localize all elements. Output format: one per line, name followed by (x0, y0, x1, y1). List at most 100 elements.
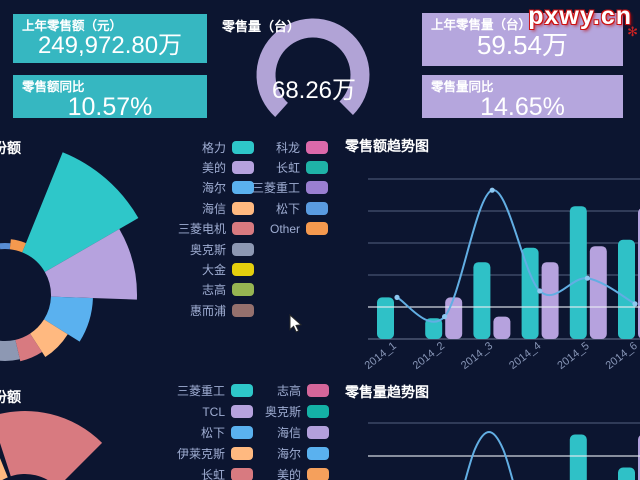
legend-item[interactable]: 大金 (150, 259, 254, 279)
legend-item[interactable]: 美的 (150, 157, 254, 177)
legend-item[interactable]: 格力 (150, 137, 254, 157)
legend-item[interactable]: 长虹 (149, 464, 253, 480)
legend-item[interactable]: 奥克斯 (150, 239, 254, 259)
share-top-title: 份额 (0, 140, 21, 156)
legend-item-label: 海尔 (276, 447, 301, 461)
kpi-label: 零售额同比 (22, 80, 85, 94)
rose-segment-长虹[interactable] (0, 410, 103, 480)
legend-item-label: 惠而浦 (189, 303, 226, 318)
legend-item-label: 海信 (276, 426, 301, 440)
legend-item[interactable]: 美的 (225, 464, 329, 480)
legend-item[interactable]: 科龙 (224, 137, 328, 157)
legend-item-label: 美的 (201, 161, 226, 176)
legend-item[interactable]: 松下 (149, 422, 253, 443)
legend-item[interactable]: 奥克斯 (225, 401, 329, 422)
bar-teal_bars-2014_5[interactable] (569, 434, 587, 480)
legend-item-label: 松下 (275, 201, 300, 216)
kpi-card-retail-amount-last-year: 上年零售额（元） 249,972.80万 (13, 14, 207, 63)
rose-segment-海信[interactable] (30, 319, 68, 358)
bar-teal_bars-2014_6[interactable] (618, 467, 635, 480)
x-axis-label: 2014_1 (363, 340, 399, 372)
legend-item-label: Other (269, 221, 300, 236)
bar-teal_bars-2014_1[interactable] (377, 297, 394, 339)
legend-item[interactable]: 三菱电机 (150, 219, 254, 239)
bar-purple_bars-2014_2[interactable] (445, 297, 463, 339)
kpi-card-retail-volume-last-year: 上年零售量（台） 59.54万 (422, 13, 623, 66)
legend-item-label: 长虹 (200, 468, 225, 480)
legend-item-label: 科龙 (275, 140, 300, 155)
line-marker (584, 275, 591, 281)
trend-line[interactable] (461, 430, 517, 480)
kpi-card-retail-amount-yoy: 零售额同比 10.57% (13, 75, 207, 121)
legend-top-column-1: 格力美的海尔海信三菱电机奥克斯大金志高惠而浦 (150, 137, 254, 321)
legend-bottom-column-2: 志高奥克斯海信海尔美的 (225, 380, 329, 480)
watermark-ornament-icon: ✻ (627, 24, 638, 39)
legend-swatch (232, 222, 254, 236)
legend-swatch (232, 140, 254, 154)
legend-item-label: 海尔 (201, 181, 226, 196)
legend-swatch (306, 181, 328, 195)
legend-item[interactable]: 三菱重工 (224, 178, 328, 198)
trend-volume (368, 422, 640, 480)
bar-teal_bars-2014_6[interactable] (618, 239, 635, 339)
legend-swatch (231, 405, 253, 418)
bar-teal_bars-2014_4[interactable] (521, 247, 539, 339)
bar-purple_bars-2014_5[interactable] (589, 246, 607, 339)
legend-item[interactable]: TCL (149, 401, 253, 422)
legend-item-label: 海信 (201, 201, 226, 216)
rose-segment-三菱电机[interactable] (15, 333, 43, 362)
x-axis-label: 2014_2 (411, 340, 447, 372)
rose-segment-格力[interactable] (22, 152, 139, 272)
legend-item[interactable]: Other (224, 219, 328, 239)
legend-swatch (307, 405, 329, 418)
legend-item-label: 奥克斯 (264, 405, 301, 419)
rose-segment-美的[interactable] (44, 229, 137, 300)
legend-item[interactable]: 海尔 (225, 443, 329, 464)
legend-swatch (306, 201, 328, 215)
legend-item-label: 三菱电机 (177, 222, 226, 237)
legend-item[interactable]: 海信 (225, 422, 329, 443)
legend-swatch (232, 283, 254, 297)
legend-item-label: TCL (202, 404, 225, 419)
kpi-value: 10.57% (67, 93, 153, 121)
kpi-label: 零售量同比 (431, 80, 494, 94)
volume-gauge (256, 18, 370, 117)
legend-swatch (306, 222, 328, 236)
rose-segment-Other[interactable] (9, 239, 26, 253)
bar-teal_bars-2014_3[interactable] (473, 262, 491, 339)
legend-swatch (307, 426, 329, 439)
legend-swatch (307, 468, 329, 480)
legend-item[interactable]: 志高 (150, 280, 254, 300)
rose-segment-奥克斯[interactable] (0, 339, 20, 361)
legend-item-label: 大金 (201, 263, 226, 278)
legend-item-label: 志高 (276, 384, 301, 398)
legend-swatch (307, 447, 329, 460)
legend-item[interactable]: 松下 (224, 198, 328, 218)
line-marker (442, 314, 448, 320)
rose-segment-海尔[interactable] (44, 296, 93, 342)
rose-segment-松下[interactable] (0, 243, 11, 250)
legend-item[interactable]: 伊莱克斯 (149, 443, 253, 464)
mouse-cursor-icon (289, 314, 303, 333)
share-rose-top (0, 152, 139, 362)
legend-item[interactable]: 海尔 (150, 178, 254, 198)
kpi-card-retail-volume-yoy: 零售量同比 14.65% (422, 75, 623, 121)
legend-item[interactable]: 惠而浦 (150, 300, 254, 320)
bar-teal_bars-2014_5[interactable] (569, 206, 587, 339)
bar-teal_bars-2014_2[interactable] (425, 318, 443, 339)
gauge-value: 68.26万 (271, 77, 357, 104)
legend-item-label: 松下 (200, 426, 225, 440)
legend-item[interactable]: 三菱重工 (149, 380, 253, 401)
legend-item[interactable]: 长虹 (224, 157, 328, 177)
legend-item[interactable]: 志高 (225, 380, 329, 401)
legend-swatch (307, 384, 329, 397)
legend-item-label: 三菱重工 (251, 181, 300, 196)
bar-purple_bars-2014_3[interactable] (493, 316, 511, 339)
bar-purple_bars-2014_4[interactable] (541, 262, 559, 339)
legend-item[interactable]: 海信 (150, 198, 254, 218)
line-marker (489, 187, 495, 193)
rose-segment-伊莱克斯[interactable] (0, 458, 8, 480)
kpi-value: 14.65% (480, 93, 565, 121)
